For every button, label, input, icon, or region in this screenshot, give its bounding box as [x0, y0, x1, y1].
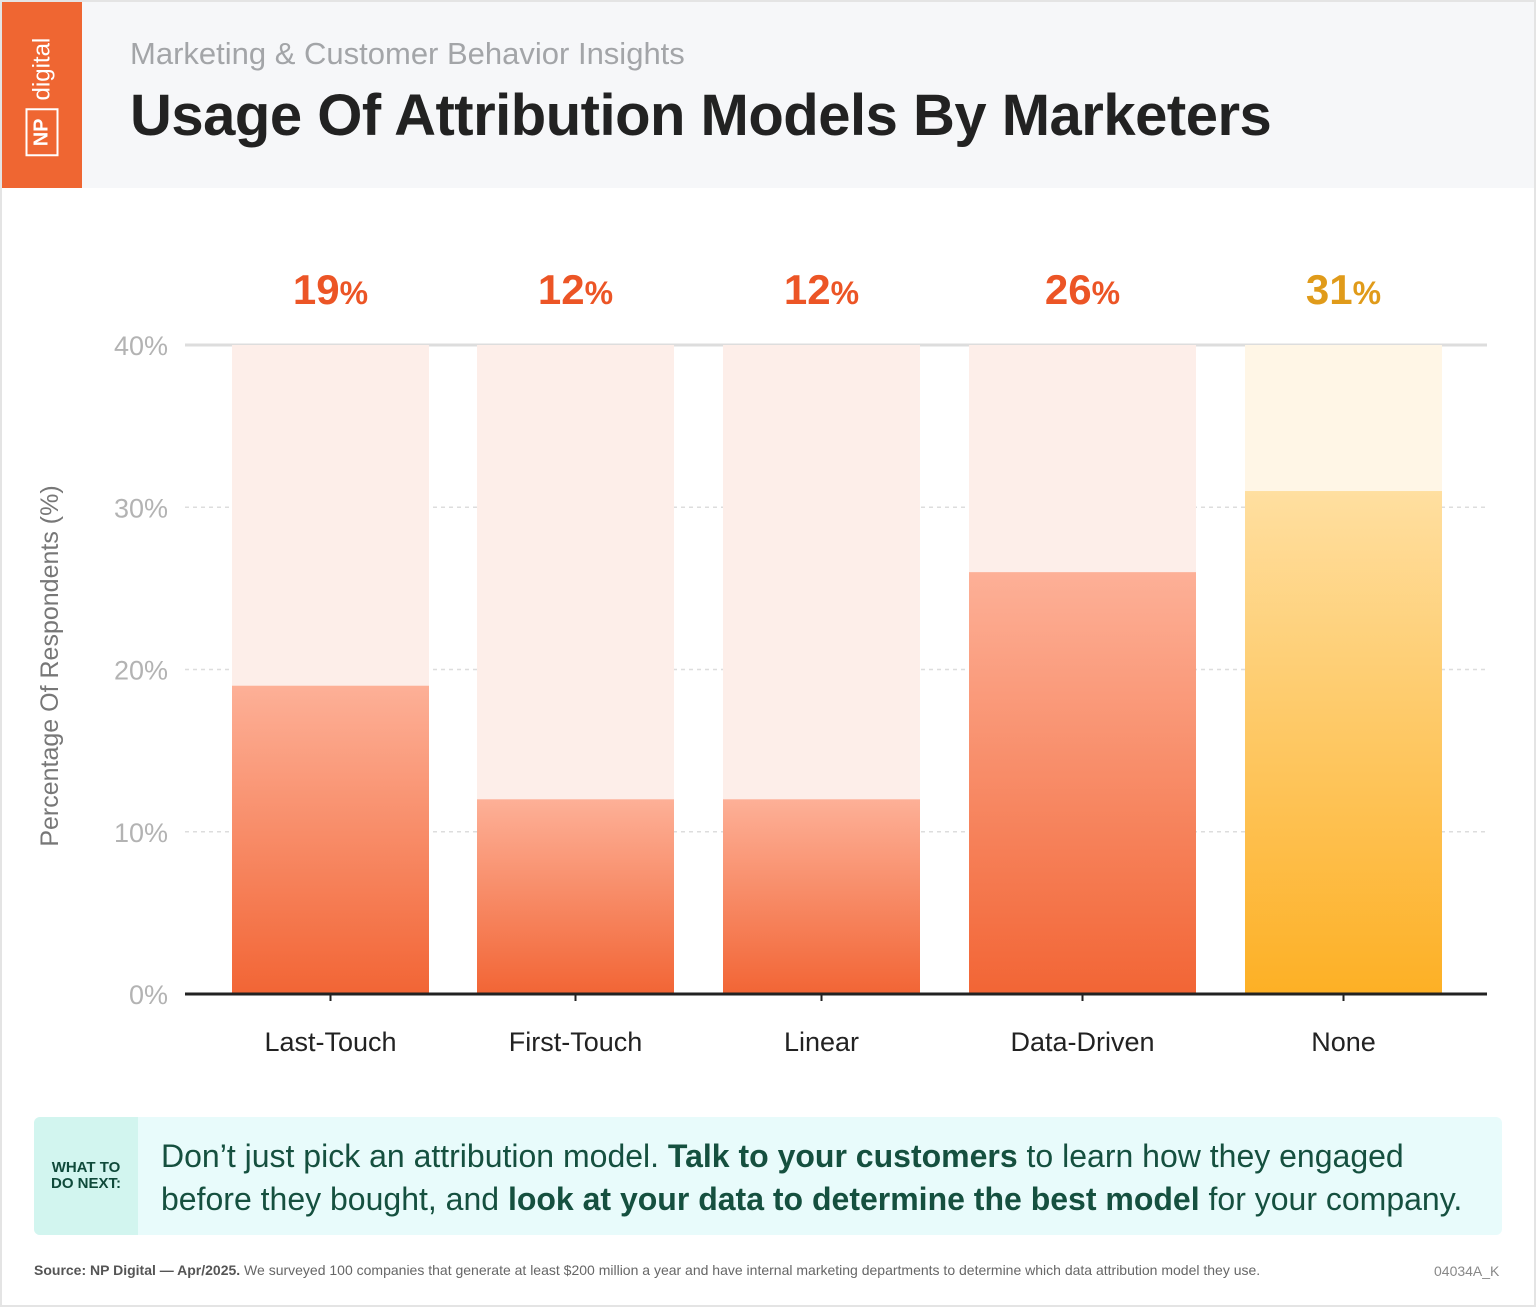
bar-none	[1245, 491, 1442, 994]
y-tick-label: 10%	[114, 818, 168, 848]
tip-b2: look at your data to determine the best …	[507, 1181, 1200, 1217]
tip-text: Don’t just pick an attribution model. Ta…	[161, 1135, 1502, 1221]
header: NP digital Marketing & Customer Behavior…	[2, 2, 1534, 188]
category-label: Linear	[784, 1027, 859, 1057]
tip-t1: Don’t just pick an attribution model.	[161, 1138, 668, 1174]
tip-t3: for your company.	[1199, 1181, 1463, 1217]
value-label: 12%	[784, 266, 859, 313]
value-label: 12%	[538, 266, 613, 313]
y-tick-label: 0%	[129, 980, 168, 1010]
tag-line-2: DO NEXT:	[50, 1175, 121, 1192]
bar-chart: 0% 10% 20% 30% 40% 19% Last-Touch 12% First-Tou…	[36, 266, 1487, 1057]
percent-sign: %	[1092, 275, 1120, 311]
percent-sign: %	[1353, 275, 1381, 311]
source-note: Source: NP Digital — Apr/2025. We survey…	[34, 1262, 1260, 1278]
subtitle: Marketing & Customer Behavior Insights	[130, 36, 685, 71]
category-label: Last-Touch	[264, 1027, 396, 1057]
category-label: Data-Driven	[1010, 1027, 1154, 1057]
tip-b1: Talk to your customers	[667, 1138, 1018, 1174]
np-digital-logo: NP digital	[2, 2, 82, 188]
percent-sign: %	[585, 275, 613, 311]
bar-first-touch	[477, 799, 674, 994]
tag-line-1: WHAT TO	[51, 1159, 121, 1176]
tip-t2: to learn how they engaged before they bo…	[161, 1138, 1404, 1217]
percent-sign: %	[340, 275, 368, 311]
bar-last-touch	[232, 685, 429, 994]
bar-linear	[723, 799, 920, 994]
value-label: 31%	[1306, 266, 1381, 313]
value-label: 26%	[1045, 266, 1120, 313]
source-bold: Source: NP Digital — Apr/2025.	[34, 1262, 241, 1278]
percent-sign: %	[831, 275, 859, 311]
y-tick-label: 30%	[114, 493, 168, 523]
y-axis-label: Percentage Of Respondents (%)	[36, 485, 64, 846]
bar-data-driven	[969, 572, 1196, 994]
page-title: Usage Of Attribution Models By Marketers	[130, 83, 1272, 148]
what-to-do-next-box: WHAT TO DO NEXT: Don’t just pick an attr…	[34, 1117, 1502, 1235]
source-text: We surveyed 100 companies that generate …	[240, 1262, 1261, 1278]
category-label: First-Touch	[509, 1027, 643, 1057]
what-to-do-next-tag: WHAT TO DO NEXT:	[34, 1117, 138, 1235]
y-tick-label: 40%	[114, 331, 168, 361]
chart-code: 04034A_K	[1434, 1263, 1500, 1279]
value-label: 19%	[293, 266, 368, 313]
category-label: None	[1311, 1027, 1376, 1057]
y-tick-label: 20%	[114, 656, 168, 686]
